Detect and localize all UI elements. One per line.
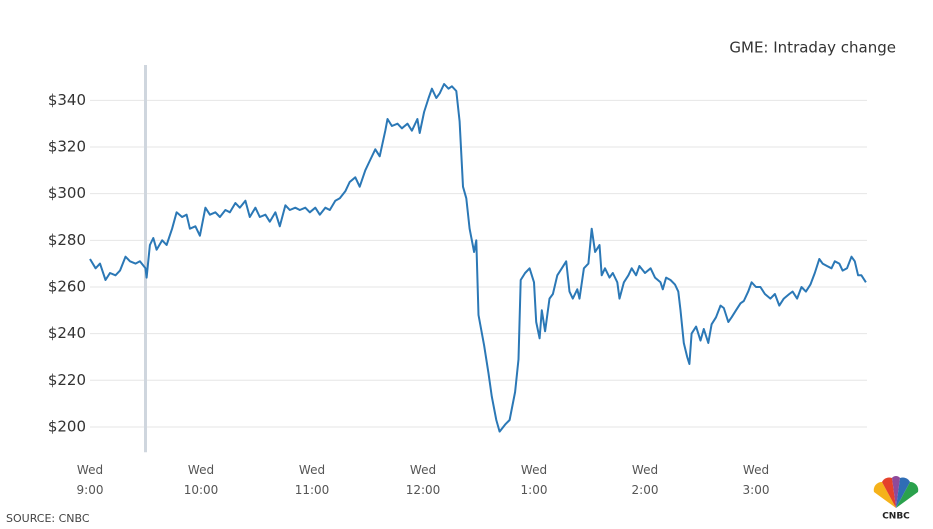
source: SOURCE: CNBC	[6, 512, 90, 525]
y-tick-label: $220	[48, 371, 86, 389]
y-tick-label: $300	[48, 184, 86, 202]
price-line	[89, 83, 867, 433]
y-tick-label: $280	[48, 231, 86, 249]
y-tick-label: $260	[48, 277, 86, 295]
x-tick-label: Wed 3:00	[743, 463, 770, 497]
logo-text: CNBC	[882, 512, 910, 522]
x-tick-label: Wed 1:00	[521, 463, 548, 497]
logo: CNBC	[873, 476, 919, 522]
x-tick-label: Wed 12:00	[406, 463, 441, 497]
y-tick-label: $340	[48, 91, 86, 109]
y-tick-label: $240	[48, 324, 86, 342]
chart-subtitle: GME: Intraday change	[729, 39, 896, 57]
y-tick-label: $200	[48, 417, 86, 435]
y-tick-label: $320	[48, 137, 86, 155]
x-tick-label: Wed 10:00	[184, 463, 219, 497]
x-tick-label: Wed 2:00	[632, 463, 659, 497]
x-tick-label: Wed 9:00	[77, 463, 104, 497]
x-tick-label: Wed 11:00	[295, 463, 330, 497]
